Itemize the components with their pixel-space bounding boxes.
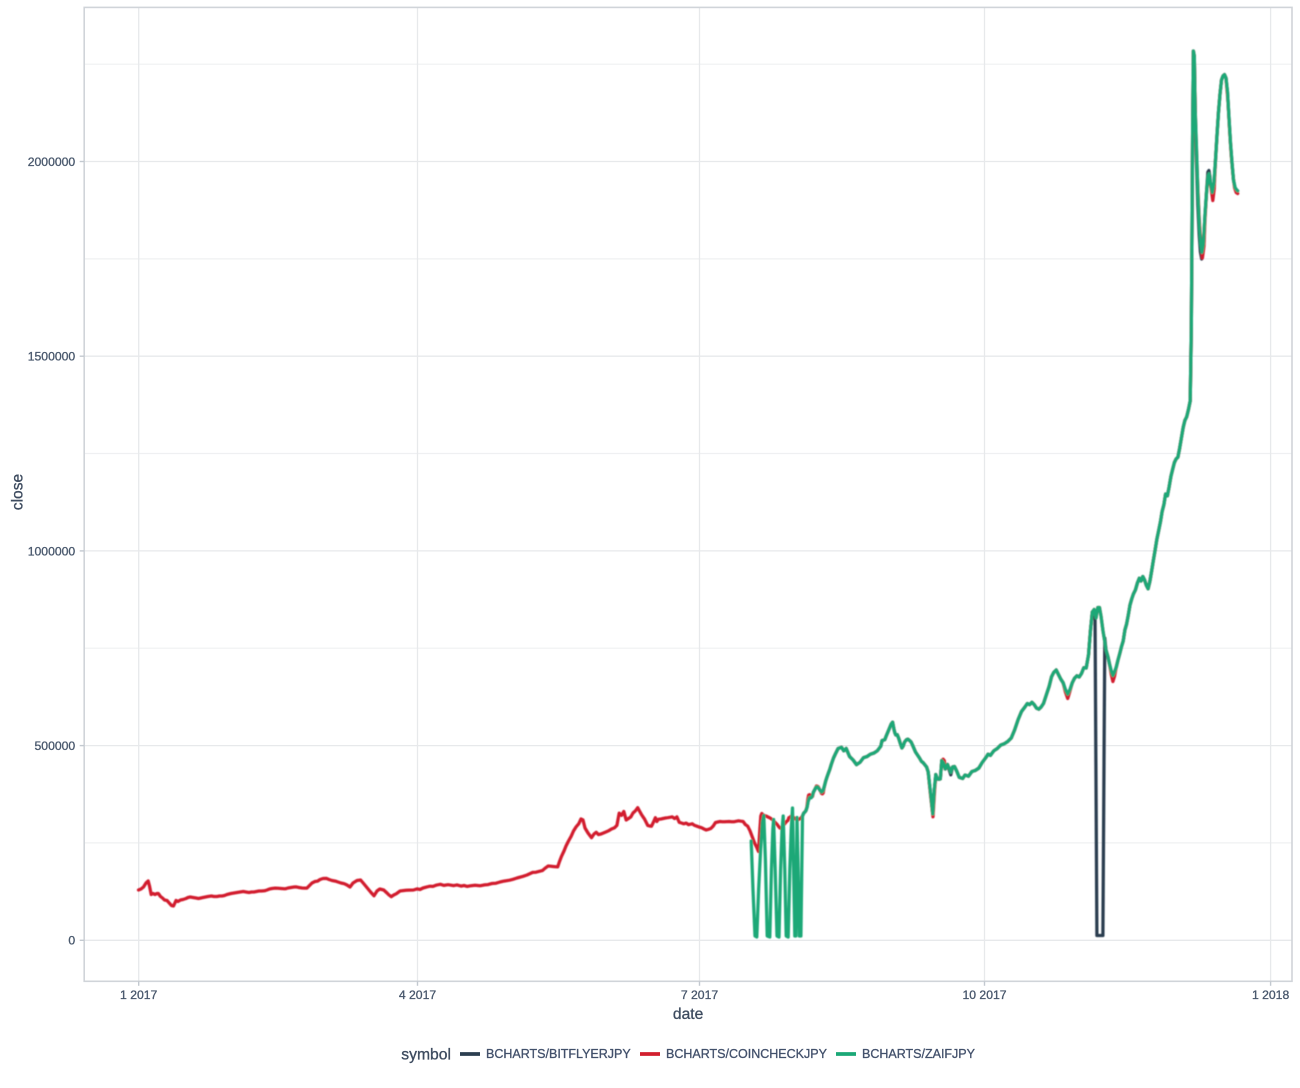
svg-text:1 2018: 1 2018: [1252, 988, 1289, 1002]
svg-text:500000: 500000: [35, 739, 76, 753]
svg-text:7 2017: 7 2017: [681, 988, 718, 1002]
svg-text:0: 0: [68, 934, 75, 948]
svg-text:4 2017: 4 2017: [399, 988, 436, 1002]
svg-text:BCHARTS/COINCHECKJPY: BCHARTS/COINCHECKJPY: [666, 1047, 828, 1061]
svg-text:close: close: [10, 474, 27, 510]
svg-text:1500000: 1500000: [28, 350, 76, 364]
svg-text:date: date: [673, 1006, 703, 1023]
svg-text:symbol: symbol: [401, 1047, 451, 1064]
svg-text:1000000: 1000000: [28, 544, 76, 558]
svg-text:BCHARTS/ZAIFJPY: BCHARTS/ZAIFJPY: [862, 1047, 976, 1061]
svg-text:2000000: 2000000: [28, 155, 76, 169]
svg-text:1 2017: 1 2017: [120, 988, 157, 1002]
svg-text:10 2017: 10 2017: [962, 988, 1006, 1002]
svg-text:BCHARTS/BITFLYERJPY: BCHARTS/BITFLYERJPY: [486, 1047, 631, 1061]
